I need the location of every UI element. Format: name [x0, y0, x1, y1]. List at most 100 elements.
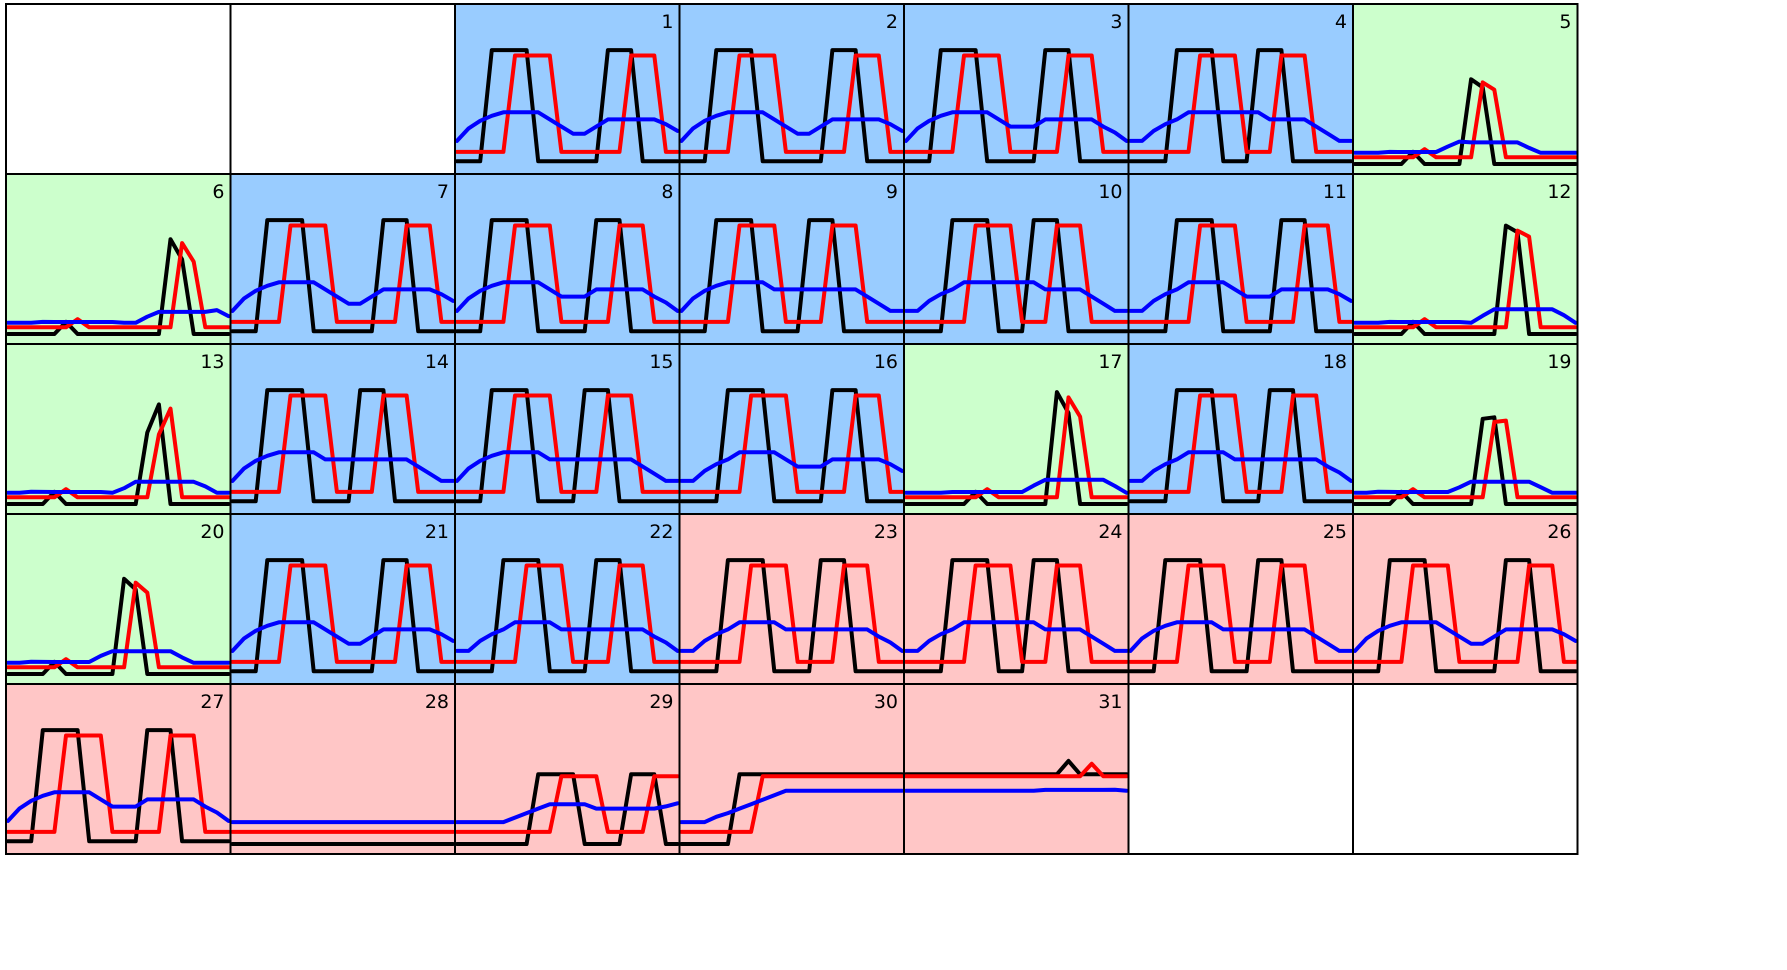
day-number: 6	[212, 181, 224, 203]
series-black-line	[230, 388, 455, 504]
series-black-line	[1128, 218, 1353, 334]
series-black-line	[1128, 48, 1353, 164]
series-black-line	[1353, 77, 1578, 166]
series-black-line	[6, 237, 231, 336]
series-blue-line	[6, 479, 231, 495]
day-background	[6, 684, 231, 854]
day-number: 4	[1335, 11, 1347, 33]
day-cell-16: 16	[678, 343, 905, 515]
series-blue-line	[679, 450, 904, 483]
day-cell-8: 8	[454, 173, 681, 345]
series-blue-line	[904, 280, 1129, 313]
day-background	[679, 684, 904, 854]
day-background	[1353, 4, 1578, 174]
day-cell-28: 28	[229, 683, 456, 855]
series-red-line	[904, 563, 1129, 664]
day-background	[6, 514, 231, 684]
series-black-line	[230, 558, 455, 674]
day-background	[1353, 174, 1578, 344]
series-red-line	[1128, 223, 1353, 324]
series-blue-line	[6, 649, 231, 665]
day-cell-7: 7	[229, 173, 456, 345]
empty-cell	[1127, 683, 1354, 855]
day-cell-23: 23	[678, 513, 905, 685]
series-blue-line	[904, 110, 1129, 143]
day-cell-18: 18	[1127, 343, 1354, 515]
day-number: 28	[425, 691, 449, 713]
series-blue-line	[230, 620, 455, 653]
series-red-line	[904, 223, 1129, 324]
series-black-line	[6, 728, 231, 844]
day-number: 5	[1559, 11, 1571, 33]
day-cell-6: 6	[5, 173, 232, 345]
series-blue-line	[1353, 139, 1578, 155]
series-red-line	[230, 393, 455, 494]
day-number: 9	[886, 181, 898, 203]
day-background	[904, 4, 1129, 174]
series-blue-line	[455, 801, 680, 825]
day-number: 13	[200, 351, 224, 373]
series-blue-line	[1353, 479, 1578, 495]
series-black-line	[679, 48, 904, 164]
series-red-line	[230, 563, 455, 664]
series-black-line	[904, 218, 1129, 334]
series-red-line	[904, 761, 1129, 779]
series-red-line	[1353, 418, 1578, 500]
day-cell-11: 11	[1127, 173, 1354, 345]
series-blue-line	[1128, 280, 1353, 313]
series-red-line	[1128, 563, 1353, 664]
day-cell-1: 1	[454, 3, 681, 175]
series-blue-line	[679, 620, 904, 653]
day-number: 18	[1323, 351, 1347, 373]
series-blue-line	[904, 620, 1129, 653]
empty-cell	[229, 3, 456, 175]
day-background	[904, 684, 1129, 854]
day-cell-14: 14	[229, 343, 456, 515]
series-black-line	[6, 576, 231, 676]
series-blue-line	[230, 280, 455, 313]
day-number: 1	[661, 11, 673, 33]
day-number: 24	[1098, 521, 1122, 543]
day-background	[455, 174, 680, 344]
series-black-line	[904, 48, 1129, 164]
day-background	[6, 174, 231, 344]
series-blue-line	[1353, 620, 1578, 653]
series-blue-line	[1353, 307, 1578, 325]
day-number: 30	[874, 691, 898, 713]
series-red-line	[455, 223, 680, 324]
series-red-line	[1353, 563, 1578, 664]
series-red-line	[679, 774, 904, 834]
day-cell-17: 17	[903, 343, 1130, 515]
series-black-line	[230, 218, 455, 334]
series-black-line	[904, 558, 1129, 674]
series-blue-line	[6, 790, 231, 823]
series-black-line	[679, 388, 904, 504]
series-red-line	[679, 223, 904, 324]
series-blue-line	[1128, 620, 1353, 653]
day-number: 7	[437, 181, 449, 203]
day-cell-15: 15	[454, 343, 681, 515]
day-number: 22	[649, 521, 673, 543]
series-blue-line	[1128, 110, 1353, 143]
day-cell-25: 25	[1127, 513, 1354, 685]
series-red-line	[904, 395, 1129, 500]
empty-cell	[1352, 683, 1579, 855]
day-number: 10	[1098, 181, 1122, 203]
series-black-line	[1128, 388, 1353, 504]
day-cell-21: 21	[229, 513, 456, 685]
day-number: 12	[1547, 181, 1571, 203]
day-cell-31: 31	[903, 683, 1130, 855]
series-red-line	[6, 733, 231, 834]
series-red-line	[1353, 228, 1578, 330]
series-blue-line	[455, 280, 680, 313]
series-red-line	[1128, 393, 1353, 494]
series-black-line	[455, 388, 680, 504]
series-red-line	[1128, 53, 1353, 154]
day-cell-10: 10	[903, 173, 1130, 345]
series-red-line	[1353, 80, 1578, 160]
series-blue-line	[904, 787, 1129, 793]
series-black-line	[1353, 558, 1578, 674]
series-black-line	[455, 48, 680, 164]
day-cell-30: 30	[678, 683, 905, 855]
